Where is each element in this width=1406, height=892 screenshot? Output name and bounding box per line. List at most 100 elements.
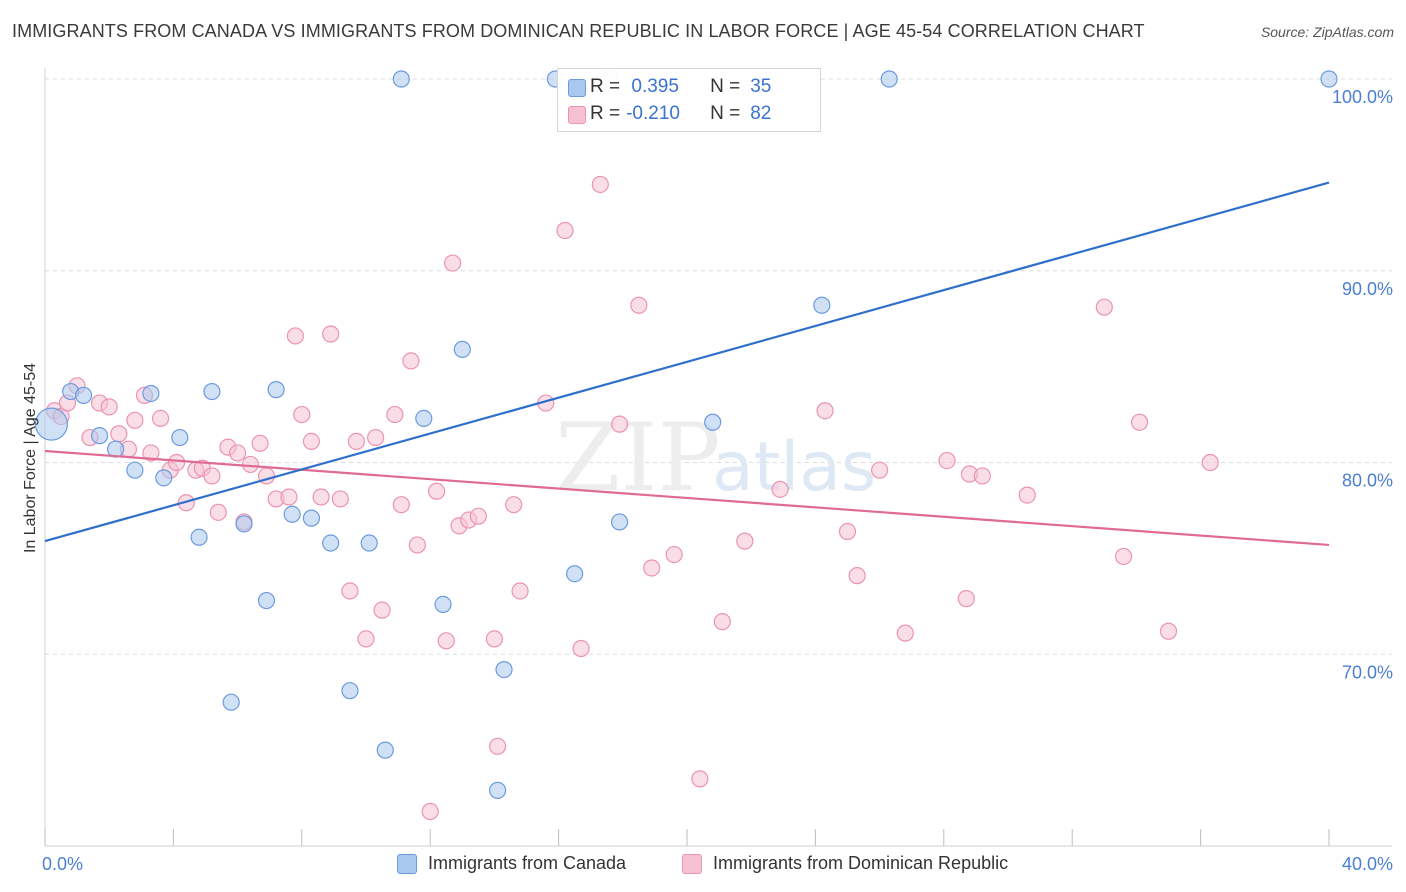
legend-item-canada[interactable]: Immigrants from Canada: [397, 853, 626, 874]
dr-point-41: [402, 352, 420, 370]
watermark-atlas: atlas: [712, 428, 876, 507]
dr-point-50: [485, 630, 503, 648]
dr-point-61: [665, 545, 683, 564]
dr-point-70: [896, 624, 914, 642]
dr-point-43: [421, 802, 439, 821]
dr-point-59: [630, 296, 648, 314]
dr-point-38: [373, 601, 391, 619]
canada-point-34: [1320, 70, 1338, 88]
watermark: ZIP atlas: [555, 404, 876, 513]
gridlines: [45, 78, 1392, 655]
legend-r-label: R =: [590, 76, 621, 97]
canada-point-22: [415, 409, 433, 427]
y-tick-labels: 70.0% 80.0% 90.0% 100.0%: [1332, 87, 1393, 682]
canada-point-30: [610, 513, 629, 531]
canada-point-32: [813, 296, 831, 314]
dr-point-35: [347, 432, 365, 451]
dr-point-78: [1131, 413, 1149, 431]
canada-point-9: [190, 528, 208, 546]
watermark-zip: ZIP: [555, 404, 721, 513]
dr-point-27: [280, 488, 298, 506]
x-tick-label-min: 0.0%: [42, 854, 83, 874]
dr-point-14: [168, 453, 186, 472]
y-tick-label-70: 70.0%: [1342, 662, 1393, 682]
dr-point-6: [100, 398, 118, 416]
canada-trend-line: [44, 181, 1330, 543]
canada-point-15: [283, 505, 301, 523]
canada-point-2: [74, 386, 93, 404]
dr-point-67: [838, 522, 857, 541]
legend-r-label: R =: [590, 103, 621, 124]
canada-point-28: [566, 565, 584, 583]
dr-point-72: [957, 590, 975, 608]
legend-row-canada: R = 0.395 N = 35: [568, 74, 772, 100]
dr-point-55: [556, 221, 574, 240]
canada-point-5: [126, 461, 144, 479]
series-legend: Immigrants from Canada Immigrants from D…: [0, 850, 1406, 880]
dr-point-65: [771, 480, 789, 498]
dr-point-42: [408, 536, 426, 554]
y-axis-label: In Labor Force | Age 45-54: [22, 363, 39, 553]
y-tick-label-80: 80.0%: [1342, 471, 1393, 491]
dr-point-66: [816, 402, 834, 420]
legend-r-value-dr: -0.210: [626, 103, 680, 124]
canada-point-16: [302, 509, 321, 527]
dr-point-71: [938, 451, 956, 470]
dr-point-49: [469, 507, 487, 525]
dr-point-75: [1018, 486, 1036, 504]
dr-point-36: [357, 630, 375, 648]
x-tick-label-max: 40.0%: [1342, 854, 1393, 874]
dr-point-19: [209, 503, 227, 521]
canada-point-26: [495, 660, 513, 679]
dr-point-33: [331, 490, 349, 508]
dr-point-46: [444, 254, 462, 272]
dr-point-44: [428, 482, 446, 500]
dr-point-39: [386, 405, 404, 424]
canada-point-7: [155, 469, 173, 487]
canada-point-24: [453, 340, 471, 358]
dr-point-80: [1201, 453, 1219, 472]
dr-point-32: [322, 325, 340, 343]
canada-point-12: [235, 515, 253, 533]
legend-swatch-canada: [397, 853, 417, 874]
dr-point-11: [142, 444, 160, 462]
dr-point-76: [1095, 298, 1113, 316]
dr-point-37: [367, 428, 385, 447]
dr-point-68: [848, 567, 866, 585]
dr-trend-line: [44, 449, 1330, 547]
legend-n-value-dr: 82: [750, 103, 772, 124]
stats-legend: R = 0.395 N = 35 R = -0.210 N = 82: [557, 68, 821, 132]
legend-swatch-canada: [568, 79, 586, 97]
dr-point-24: [251, 434, 269, 452]
canada-point-8: [171, 428, 189, 447]
legend-label-canada: Immigrants from Canada: [428, 853, 627, 873]
legend-n-label: N =: [710, 103, 741, 124]
canada-point-13: [257, 591, 276, 610]
canada-point-18: [341, 682, 359, 700]
dr-point-18: [203, 467, 221, 485]
dr-point-7: [110, 425, 128, 443]
y-tick-label-90: 90.0%: [1342, 279, 1393, 299]
canada-point-23: [434, 595, 452, 613]
dr-point-56: [572, 639, 590, 658]
canada-points: [34, 70, 1338, 799]
dr-point-63: [713, 613, 731, 631]
legend-n-value-canada: 35: [750, 76, 772, 97]
dr-point-28: [286, 327, 304, 345]
dr-point-9: [126, 411, 144, 429]
dr-point-69: [870, 461, 889, 479]
legend-swatch-dr: [568, 106, 586, 124]
dr-point-45: [437, 632, 455, 650]
dr-point-57: [591, 175, 609, 194]
dominican-points: [46, 175, 1219, 821]
canada-point-21: [392, 70, 410, 88]
trend-lines: [44, 181, 1330, 547]
chart-title: IMMIGRANTS FROM CANADA VS IMMIGRANTS FRO…: [12, 21, 1145, 41]
dr-point-34: [341, 582, 359, 600]
legend-n-label: N =: [710, 76, 741, 97]
legend-item-dr[interactable]: Immigrants from Dominican Republic: [682, 853, 1008, 874]
dr-point-12: [151, 409, 170, 427]
dr-point-23: [241, 455, 260, 474]
canada-point-19: [360, 534, 378, 552]
source-label: Source: ZipAtlas.com: [1260, 24, 1394, 40]
